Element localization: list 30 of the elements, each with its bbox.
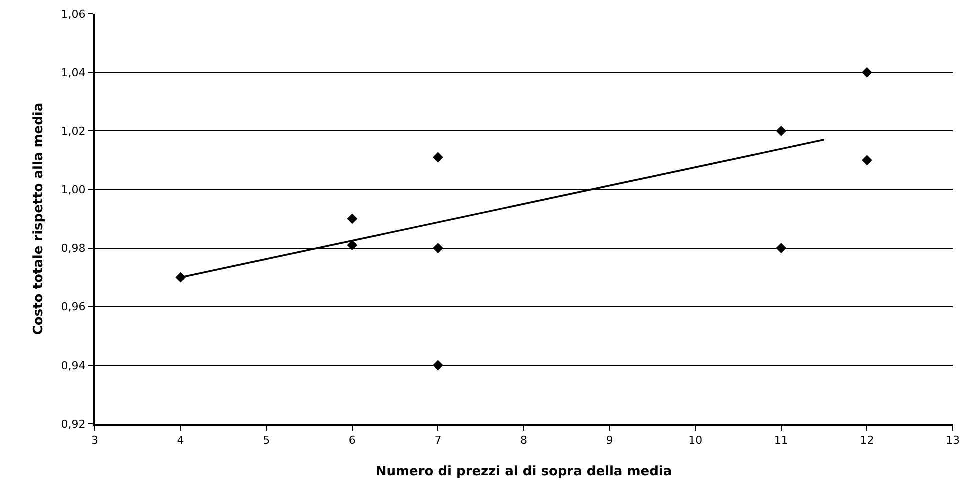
x-tick-label: 13 xyxy=(946,434,960,448)
point xyxy=(776,126,787,136)
x-tick-label: 3 xyxy=(92,434,98,448)
x-tick-label: 10 xyxy=(688,434,703,448)
point xyxy=(433,152,444,163)
y-tick-label: 0,98 xyxy=(61,242,86,256)
x-tick-label: 12 xyxy=(860,434,874,448)
point xyxy=(433,243,444,254)
x-tick-label: 9 xyxy=(606,434,614,448)
x-tick-label: 8 xyxy=(520,434,528,448)
y-tick-label: 1,00 xyxy=(61,184,86,197)
point xyxy=(776,243,787,254)
point xyxy=(347,240,358,251)
y-tick-label: 1,04 xyxy=(61,66,86,80)
y-tick-label: 0,96 xyxy=(61,300,86,314)
point xyxy=(862,155,872,166)
y-tick-label: 1,02 xyxy=(61,124,86,138)
x-tick-label: 6 xyxy=(348,434,356,448)
y-tick-label: 1,06 xyxy=(61,8,86,21)
x-axis-title: Numero di prezzi al di sopra della media xyxy=(376,464,672,480)
x-tick-label: 7 xyxy=(434,434,442,448)
y-tick-label: 0,92 xyxy=(61,418,86,431)
point xyxy=(347,214,358,224)
y-tick-label: 0,94 xyxy=(61,359,86,372)
point xyxy=(862,67,872,78)
y-axis-title: Costo totale rispetto alla media xyxy=(32,102,47,336)
x-tick-label: 11 xyxy=(774,434,788,448)
x-tick-label: 4 xyxy=(177,434,184,448)
point xyxy=(433,360,444,371)
x-tick-label: 5 xyxy=(263,434,270,448)
